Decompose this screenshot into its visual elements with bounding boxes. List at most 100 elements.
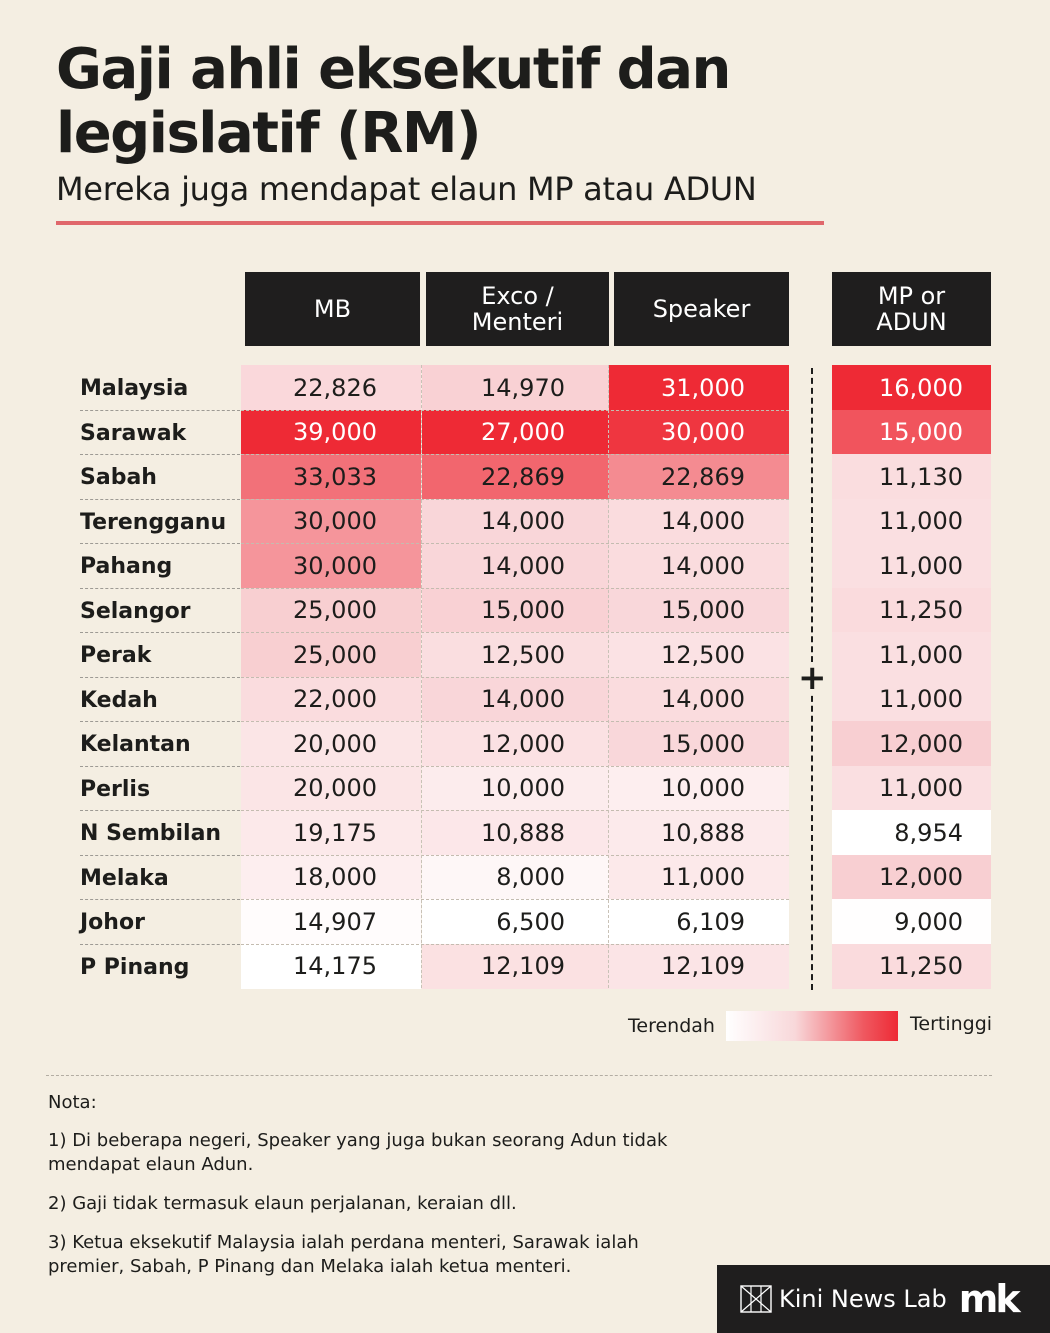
plus-icon: + [798,658,827,698]
heatmap-cell: 11,000 [609,854,789,900]
row-divider [80,543,240,544]
notes-divider [46,1075,992,1076]
row-divider [80,854,240,856]
heatmap-cell: 11,000 [832,543,991,588]
footer-brand-bar: Kini News Lab mk [717,1265,1050,1333]
heatmap-cell: 27,000 [422,409,609,455]
heatmap-cell: 8,954 [832,810,991,855]
page-subtitle: Mereka juga mendapat elaun MP atau ADUN [56,170,757,208]
heatmap-cell: 30,000 [609,409,789,455]
row-label: Kelantan [80,732,191,757]
heatmap-cell: 6,500 [422,899,609,944]
note-item: 3) Ketua eksekutif Malaysia ialah perdan… [48,1232,639,1277]
row-label: Perak [80,643,152,668]
heatmap-cell: 39,000 [241,409,421,455]
row-divider [80,587,240,589]
cell-row-divider [241,498,789,500]
heatmap-cell: 20,000 [241,721,421,766]
heatmap-cell: 19,175 [241,810,421,855]
cell-row-divider [241,543,789,544]
heatmap-cell: 14,175 [241,943,421,989]
row-divider [80,498,240,500]
cell-row-divider [241,765,789,767]
heatmap-cell: 15,000 [832,409,991,455]
heatmap-cell: 14,000 [422,543,609,588]
cell-row-divider [241,854,789,856]
row-divider [80,721,240,722]
row-divider [80,899,240,900]
cell-row-divider [241,676,789,678]
row-label: Terengganu [80,509,227,535]
heatmap-cell: 10,888 [422,810,609,855]
heatmap-cell: 11,000 [832,632,991,677]
note-item: 2) Gaji tidak termasuk elaun perjalanan,… [48,1193,517,1214]
heatmap-cell: 15,000 [422,587,609,633]
row-label: Malaysia [80,376,189,401]
heatmap-cell: 12,000 [832,721,991,766]
row-divider [80,409,240,411]
row-divider [80,454,240,455]
heatmap-cell: 14,000 [422,676,609,722]
heatmap-cell: 14,000 [609,543,789,588]
cell-row-divider [241,409,789,411]
row-label: Selangor [80,598,191,624]
heatmap-cell: 12,109 [609,943,789,989]
heatmap-cell: 14,000 [422,498,609,544]
note-item: 1) Di beberapa negeri, Speaker yang juga… [48,1130,668,1175]
cell-row-divider [241,632,789,633]
legend-low-label: Terendah [628,1015,715,1037]
heatmap-cell: 12,500 [422,632,609,677]
row-divider [80,810,240,811]
heatmap-cell: 10,000 [609,765,789,811]
heatmap-cell: 11,000 [832,676,991,722]
heatmap-cell: 10,000 [422,765,609,811]
row-divider [80,632,240,633]
heatmap-cell: 30,000 [241,498,421,544]
heatmap-cell: 31,000 [609,365,789,410]
cell-row-divider [241,943,789,945]
heatmap-cell: 12,109 [422,943,609,989]
column-divider [421,365,422,988]
row-label: Johor [80,910,145,935]
heatmap-cell: 33,033 [241,454,421,499]
cell-row-divider [241,454,789,455]
subtitle-underline [56,221,824,225]
heatmap-cell: 16,000 [832,365,991,410]
heatmap-cell: 11,000 [832,498,991,544]
legend-gradient-bar [726,1011,898,1041]
column-header: Exco / Menteri [426,272,609,346]
cell-row-divider [241,810,789,811]
heatmap-cell: 18,000 [241,854,421,900]
row-divider [80,765,240,767]
row-label: Kedah [80,687,158,713]
page-title: Gaji ahli eksekutif dan legislatif (RM) [56,37,731,166]
heatmap-cell: 25,000 [241,587,421,633]
heatmap-cell: 6,109 [609,899,789,944]
heatmap-cell: 22,826 [241,365,421,410]
heatmap-cell: 22,869 [422,454,609,499]
heatmap-cell: 11,250 [832,587,991,633]
footer-brand-text: Kini News Lab [779,1285,947,1313]
row-label: P Pinang [80,954,190,980]
column-header: MP or ADUN [832,272,991,346]
row-label: Pahang [80,554,173,579]
heatmap-cell: 12,000 [832,854,991,900]
heatmap-cell: 11,000 [832,765,991,811]
heatmap-cell: 11,130 [832,454,991,499]
heatmap-cell: 12,500 [609,632,789,677]
heatmap-cell: 22,000 [241,676,421,722]
row-divider [80,943,240,945]
notes-heading: Nota: [48,1092,97,1113]
row-label: Sarawak [80,420,187,446]
heatmap-cell: 15,000 [609,587,789,633]
heatmap-cell: 20,000 [241,765,421,811]
cell-row-divider [241,721,789,722]
heatmap-cell: 9,000 [832,899,991,944]
legend-high-label: Tertinggi [910,1013,993,1035]
column-header: MB [245,272,420,346]
heatmap-cell: 25,000 [241,632,421,677]
malaysiakini-logo: mk [958,1277,1021,1321]
column-divider [608,365,609,988]
heatmap-cell: 8,000 [422,854,609,900]
row-label: Sabah [80,465,157,490]
